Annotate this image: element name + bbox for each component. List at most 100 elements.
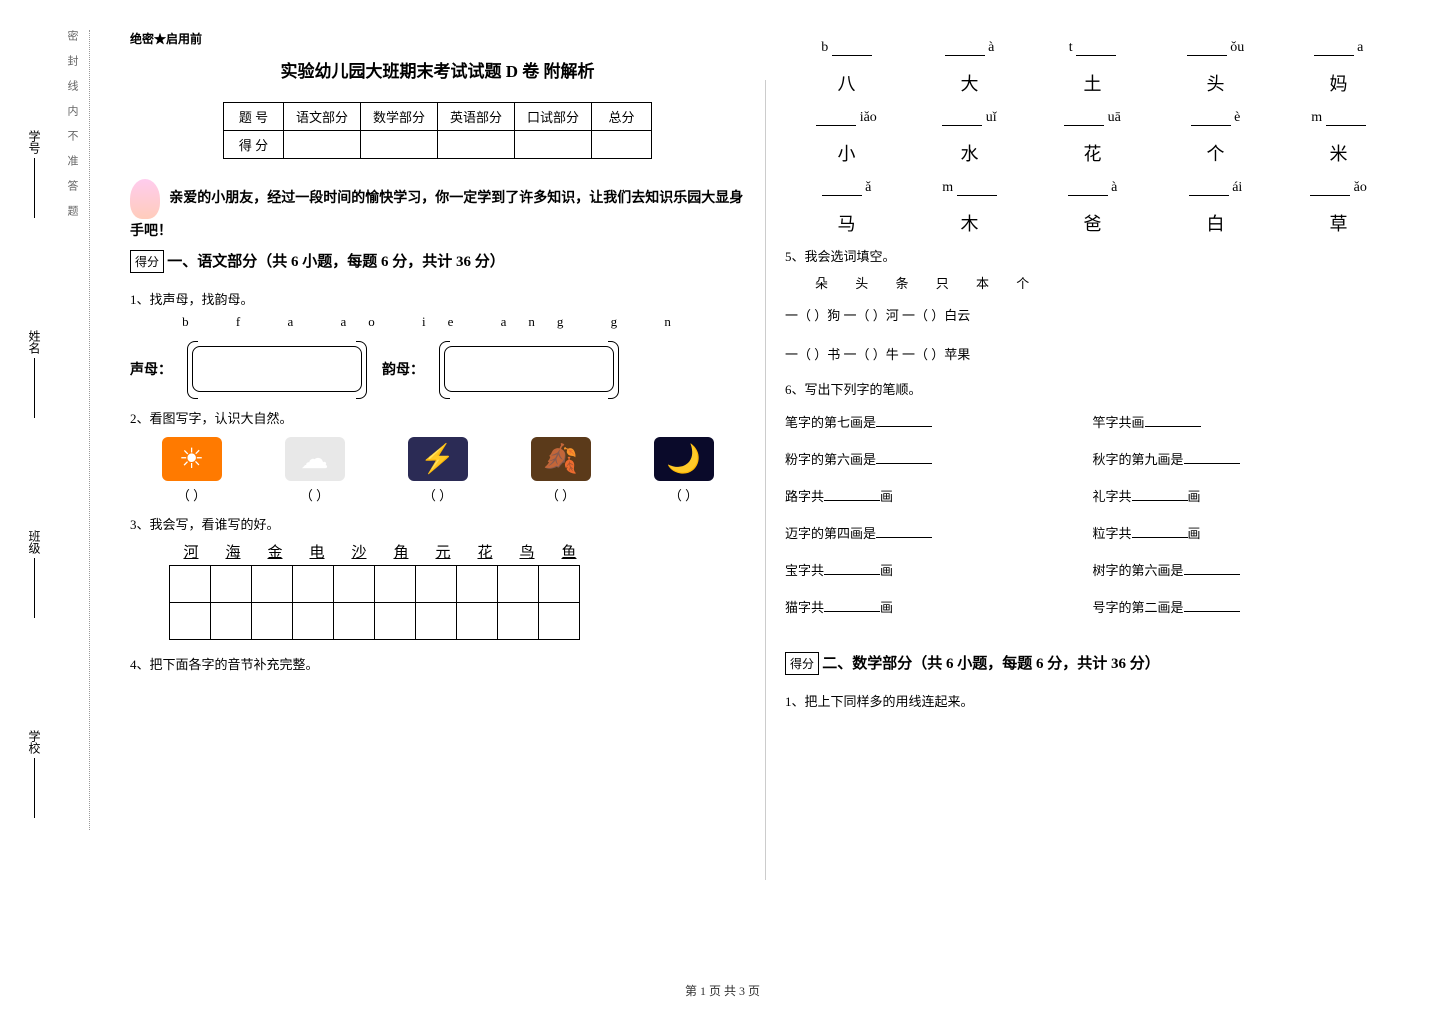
- left-column: 绝密★启用前 实验幼儿园大班期末考试试题 D 卷 附解析 题 号 语文部分 数学…: [110, 30, 765, 880]
- hanzi: 个: [1154, 140, 1277, 166]
- td-blank[interactable]: [515, 131, 592, 159]
- binding-field-school: 学校: [26, 730, 43, 822]
- nature-image: ⚡: [408, 437, 468, 481]
- td-blank[interactable]: [592, 131, 652, 159]
- pinyin-line[interactable]: à: [1031, 180, 1154, 196]
- s2-q1-label: 1、把上下同样多的用线连起来。: [785, 691, 1400, 710]
- binding-field-class: 班级: [26, 530, 43, 622]
- intro-text: 亲爱的小朋友，经过一段时间的愉快学习，你一定学到了许多知识，让我们去知识乐园大显…: [130, 191, 743, 239]
- pinyin-line[interactable]: m: [908, 180, 1031, 196]
- answer-paren[interactable]: （ ）: [669, 485, 698, 504]
- pinyin-line[interactable]: a: [1277, 40, 1400, 56]
- q3-grid-row1: [170, 566, 745, 603]
- page-footer: 第 1 页 共 3 页: [0, 982, 1445, 999]
- writing-cell[interactable]: [333, 602, 375, 640]
- q3-char: 鱼: [561, 541, 576, 562]
- bf-label: 班级: [26, 530, 43, 554]
- pinyin-line[interactable]: uǐ: [908, 110, 1031, 126]
- pinyin-line[interactable]: ái: [1154, 180, 1277, 196]
- pinyin-line[interactable]: iǎo: [785, 110, 908, 126]
- yunmu-box[interactable]: [444, 346, 614, 392]
- hanzi: 米: [1277, 140, 1400, 166]
- td-blank[interactable]: [360, 131, 437, 159]
- writing-cell[interactable]: [538, 602, 580, 640]
- nature-image: ☀: [162, 437, 222, 481]
- stroke-item[interactable]: 猫字共画: [785, 597, 1093, 616]
- writing-cell[interactable]: [497, 565, 539, 603]
- pinyin-line[interactable]: ǎ: [785, 180, 908, 196]
- th: 总分: [592, 103, 652, 131]
- secret-label: 绝密★启用前: [130, 30, 745, 47]
- stroke-item[interactable]: 礼字共画: [1093, 486, 1401, 505]
- td-blank[interactable]: [438, 131, 515, 159]
- page-content: 绝密★启用前 实验幼儿园大班期末考试试题 D 卷 附解析 题 号 语文部分 数学…: [110, 30, 1420, 880]
- writing-cell[interactable]: [456, 602, 498, 640]
- q3-char: 花: [477, 541, 492, 562]
- th: 语文部分: [283, 103, 360, 131]
- writing-cell[interactable]: [210, 602, 252, 640]
- writing-cell[interactable]: [292, 602, 334, 640]
- pinyin-line[interactable]: b: [785, 40, 908, 56]
- writing-cell[interactable]: [497, 602, 539, 640]
- pinyin-line[interactable]: à: [908, 40, 1031, 56]
- binding-field-id: 学号: [26, 130, 43, 222]
- pinyin-line[interactable]: ǎo: [1277, 180, 1400, 196]
- writing-cell[interactable]: [210, 565, 252, 603]
- stroke-item[interactable]: 竿字共画: [1093, 412, 1401, 431]
- q3-grid-row2: [170, 603, 745, 640]
- writing-cell[interactable]: [292, 565, 334, 603]
- writing-cell[interactable]: [415, 565, 457, 603]
- th: 英语部分: [438, 103, 515, 131]
- stroke-item[interactable]: 笔字的第七画是: [785, 412, 1093, 431]
- pinyin-item: m 米: [1277, 110, 1400, 166]
- writing-cell[interactable]: [251, 602, 293, 640]
- stroke-item[interactable]: 粉字的第六画是: [785, 449, 1093, 468]
- q4-label: 4、把下面各字的音节补充完整。: [130, 654, 745, 673]
- answer-paren[interactable]: （ ）: [300, 485, 329, 504]
- writing-cell[interactable]: [456, 565, 498, 603]
- pinyin-line[interactable]: è: [1154, 110, 1277, 126]
- shengmu-box[interactable]: [192, 346, 362, 392]
- stroke-item[interactable]: 迈字的第四画是: [785, 523, 1093, 542]
- pinyin-line[interactable]: uā: [1031, 110, 1154, 126]
- stroke-item[interactable]: 号字的第二画是: [1093, 597, 1401, 616]
- bf-line: [34, 158, 35, 218]
- pinyin-item: ǎo 草: [1277, 180, 1400, 236]
- pinyin-line[interactable]: t: [1031, 40, 1154, 56]
- bf-label: 姓名: [26, 330, 43, 354]
- pinyin-item: uā花: [1031, 110, 1154, 166]
- writing-cell[interactable]: [374, 602, 416, 640]
- q3-char: 鸟: [519, 541, 534, 562]
- pinyin-line[interactable]: ǒu: [1154, 40, 1277, 56]
- hanzi: 草: [1277, 210, 1400, 236]
- stroke-item[interactable]: 树字的第六画是: [1093, 560, 1401, 579]
- answer-paren[interactable]: （ ）: [546, 485, 575, 504]
- q1-label: 1、找声母，找韵母。: [130, 289, 745, 308]
- pinyin-line[interactable]: m: [1277, 110, 1400, 126]
- pinyin-item: t 土: [1031, 40, 1154, 96]
- td-blank[interactable]: [283, 131, 360, 159]
- writing-cell[interactable]: [538, 565, 580, 603]
- writing-cell[interactable]: [251, 565, 293, 603]
- writing-cell[interactable]: [169, 565, 211, 603]
- answer-paren[interactable]: （ ）: [423, 485, 452, 504]
- stroke-item[interactable]: 宝字共画: [785, 560, 1093, 579]
- hanzi: 爸: [1031, 210, 1154, 236]
- writing-cell[interactable]: [169, 602, 211, 640]
- right-column: b 八 à大t 土 ǒu头 a妈 iǎo小 uǐ水 uā花 è个m 米 ǎ马m …: [765, 30, 1420, 880]
- section2-title: 二、数学部分（共 6 小题，每题 6 分，共计 36 分）: [822, 656, 1160, 672]
- nature-image: 🍂: [531, 437, 591, 481]
- writing-cell[interactable]: [415, 602, 457, 640]
- writing-cell[interactable]: [333, 565, 375, 603]
- stroke-item[interactable]: 秋字的第九画是: [1093, 449, 1401, 468]
- answer-paren[interactable]: （ ）: [177, 485, 206, 504]
- stroke-item[interactable]: 粒字共画: [1093, 523, 1401, 542]
- th: 数学部分: [360, 103, 437, 131]
- hanzi: 大: [908, 70, 1031, 96]
- stroke-item[interactable]: 路字共画: [785, 486, 1093, 505]
- q2-image-row: ☀☁⚡🍂🌙: [130, 437, 745, 481]
- nature-image: 🌙: [654, 437, 714, 481]
- writing-cell[interactable]: [374, 565, 416, 603]
- q3-block: 河海金电沙角元花鸟鱼: [170, 541, 745, 640]
- hanzi: 土: [1031, 70, 1154, 96]
